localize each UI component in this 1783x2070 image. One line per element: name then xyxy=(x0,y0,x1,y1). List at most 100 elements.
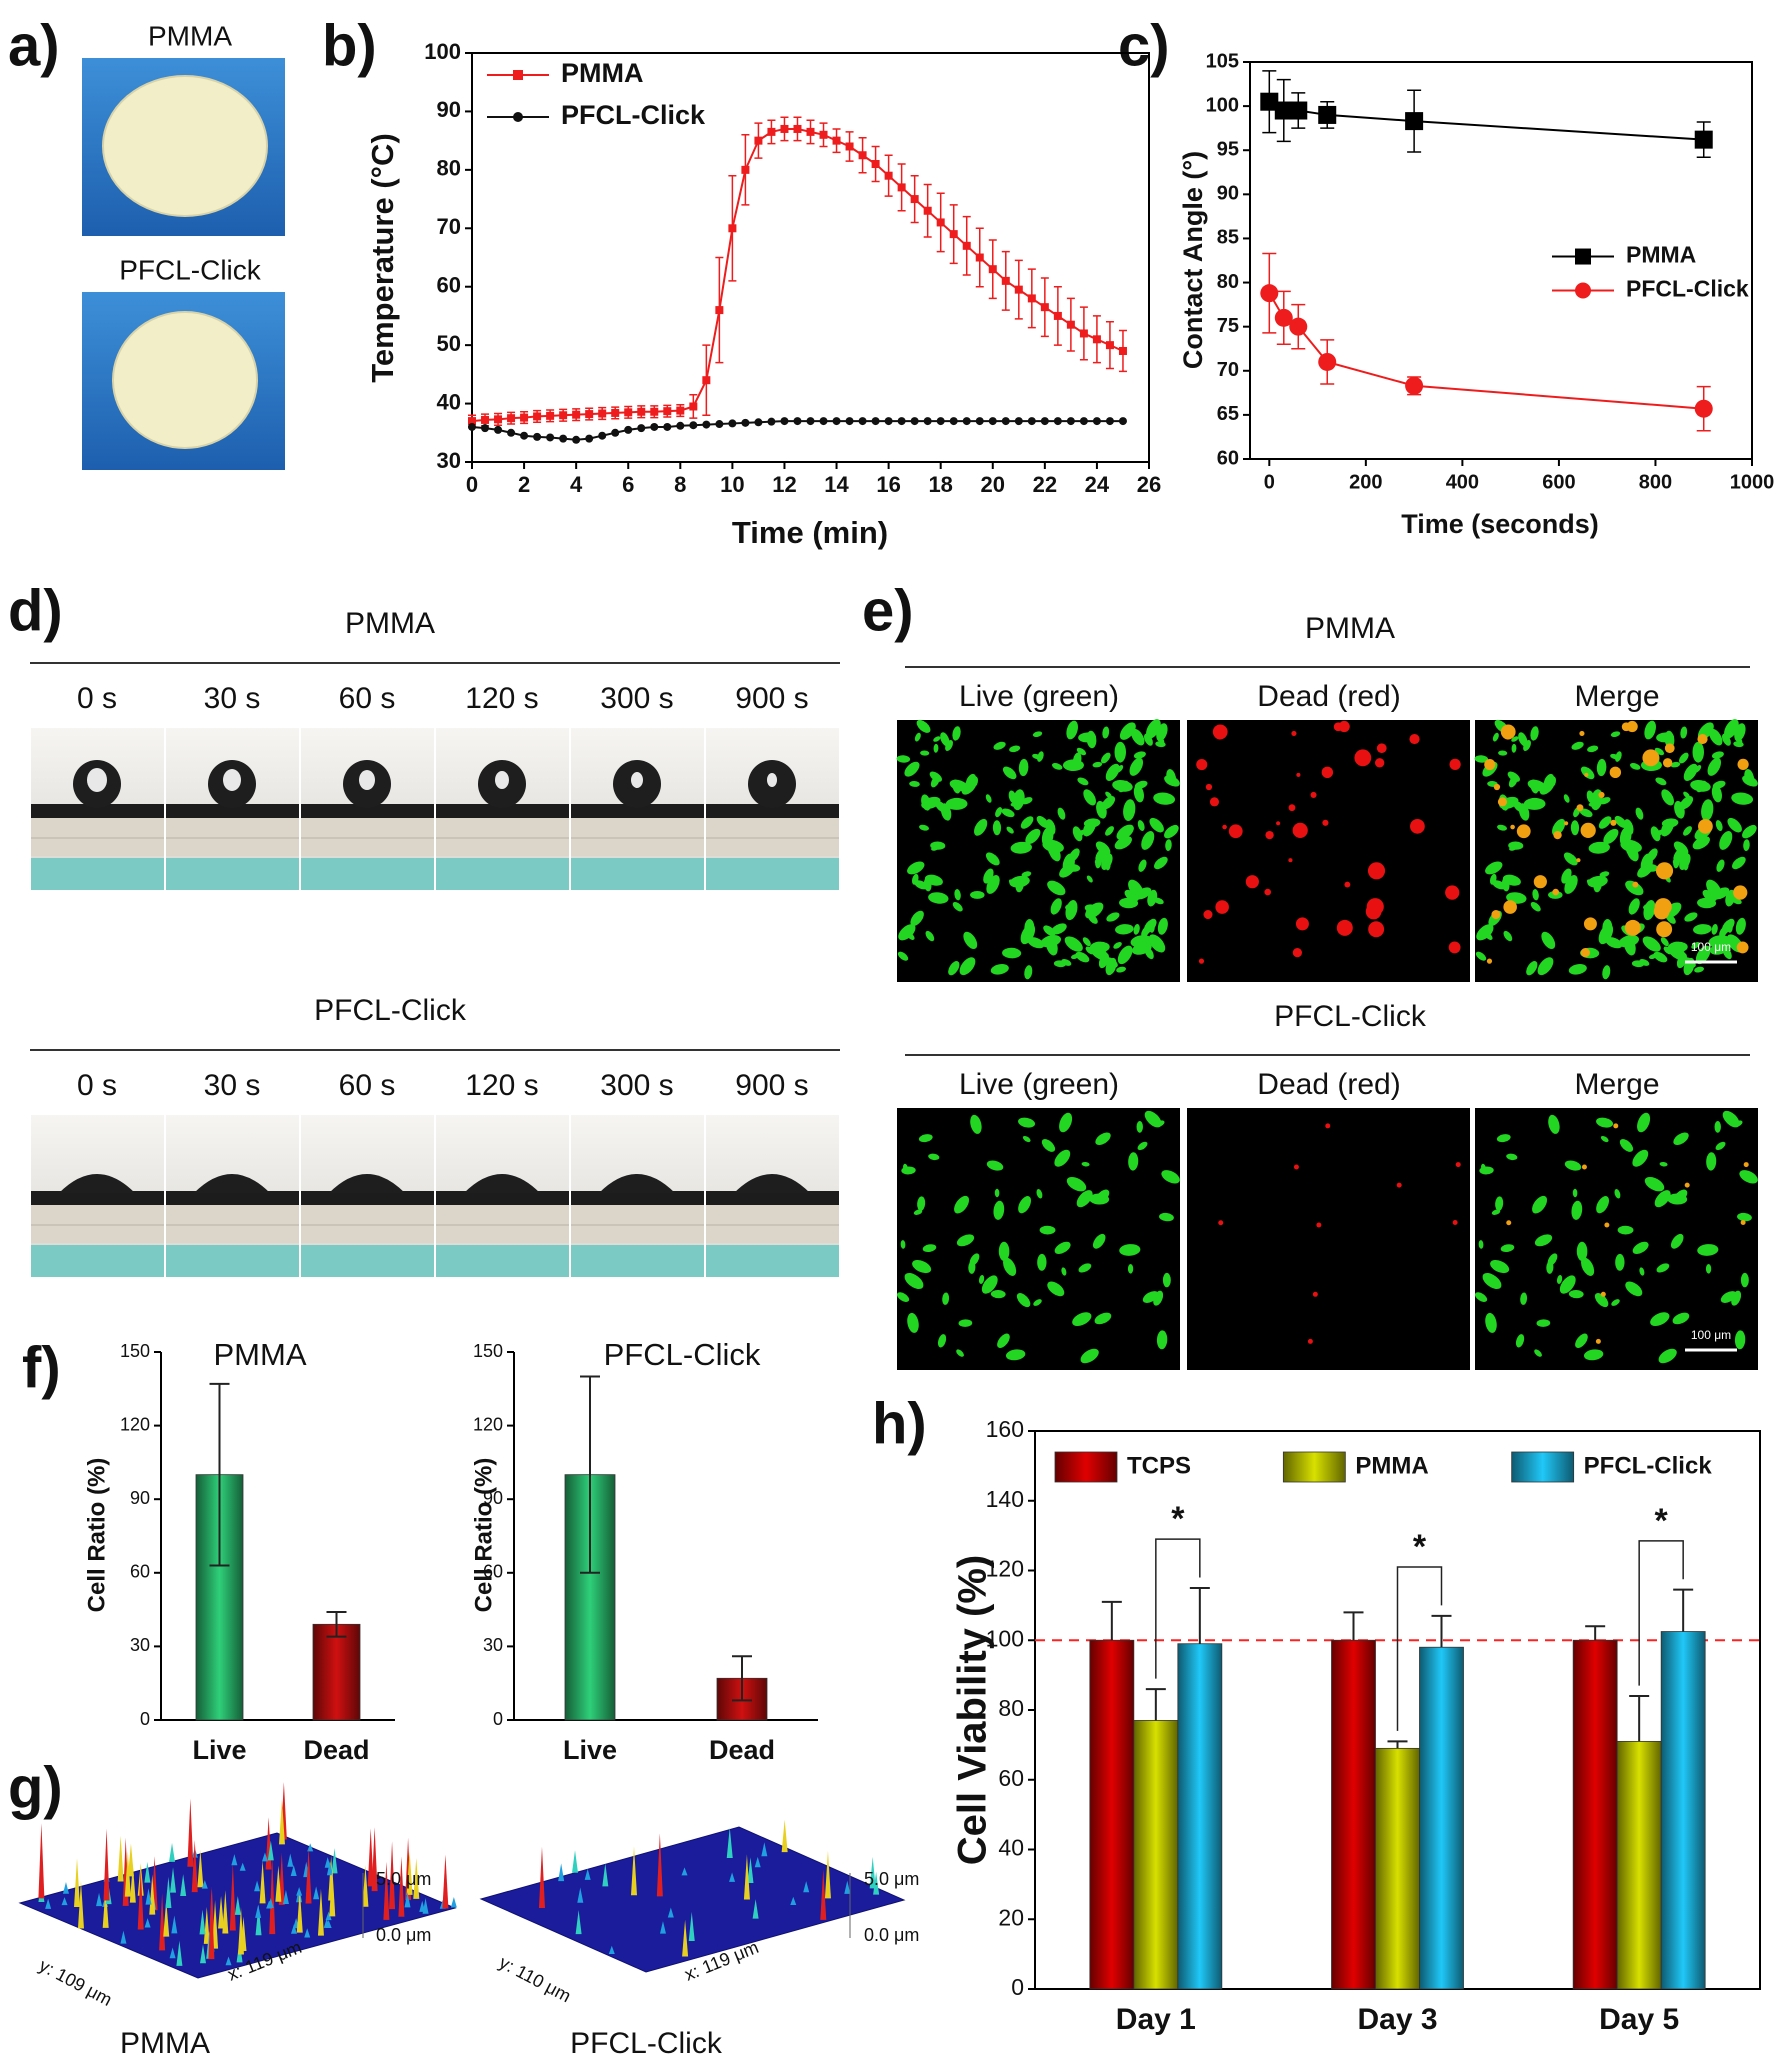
live-cell xyxy=(1670,761,1681,768)
live-cell xyxy=(1018,1117,1036,1128)
dead-cell xyxy=(1736,941,1749,954)
surface-peak xyxy=(450,1896,457,1908)
x-axis-title: Time (min) xyxy=(732,515,888,550)
y-tick-label: 60 xyxy=(1217,447,1239,469)
surface-peak xyxy=(96,1892,103,1907)
base xyxy=(31,1245,164,1277)
y-tick-label: 160 xyxy=(986,1416,1024,1442)
surface-peak xyxy=(203,1906,210,1944)
marker xyxy=(858,151,867,160)
live-cell xyxy=(1575,1333,1588,1348)
live-cell xyxy=(1475,1292,1488,1302)
live-cell xyxy=(1131,728,1145,746)
error-bar xyxy=(580,1375,600,1574)
marker xyxy=(858,417,867,426)
y-tick-label: 60 xyxy=(130,1562,150,1582)
marker xyxy=(1289,317,1308,336)
live-cell xyxy=(1141,925,1151,938)
live-cell xyxy=(1541,931,1556,950)
dead-cell xyxy=(1655,862,1674,880)
dead-cell xyxy=(1449,758,1461,770)
live-cell xyxy=(1054,1149,1071,1167)
x-tick-label: 1000 xyxy=(1730,471,1775,493)
surface-peak xyxy=(326,1860,333,1876)
panel-label: d) xyxy=(8,578,63,643)
surface-peak xyxy=(630,1846,637,1896)
dead-cell xyxy=(1338,720,1350,733)
live-cell xyxy=(1705,1264,1712,1274)
live-cell xyxy=(1709,728,1723,746)
surface-peak xyxy=(538,1846,545,1909)
surface-peak xyxy=(442,1854,449,1909)
live-cell xyxy=(1644,720,1656,740)
dead-cell xyxy=(1455,1162,1461,1168)
marker xyxy=(494,415,503,424)
live-cell xyxy=(1051,762,1063,770)
dead-cell xyxy=(1209,797,1220,807)
live-cell xyxy=(1563,852,1578,866)
live-cell xyxy=(1153,792,1176,805)
live-cell xyxy=(978,1274,985,1284)
surface-peak xyxy=(296,1889,303,1933)
x-tick-label: 20 xyxy=(981,472,1005,497)
y-tick-label: 50 xyxy=(437,331,461,356)
live-cell xyxy=(1628,898,1640,915)
live-cell xyxy=(1116,966,1127,973)
live-cell xyxy=(930,775,940,788)
live-cell xyxy=(909,780,920,787)
marker xyxy=(1694,130,1713,149)
live-cell xyxy=(1684,912,1698,922)
bar xyxy=(1375,1747,1420,1990)
live-cell xyxy=(913,1209,923,1215)
marker xyxy=(520,431,529,440)
dead-cell xyxy=(1552,888,1560,896)
base xyxy=(166,1245,299,1277)
live-cell xyxy=(1642,936,1661,952)
chart-title: PFCL-Click xyxy=(604,1337,761,1372)
surface-peak xyxy=(137,1869,144,1930)
legend-marker xyxy=(1575,282,1591,299)
marker xyxy=(624,408,633,417)
marker xyxy=(546,433,555,442)
live-cell xyxy=(1715,1141,1726,1151)
live-cell xyxy=(1713,887,1730,900)
live-cell xyxy=(1552,818,1566,836)
live-cell xyxy=(1596,1117,1614,1128)
live-cell xyxy=(1047,880,1066,896)
live-cell xyxy=(1124,889,1139,903)
y-axis-title: Temperature (°C) xyxy=(365,133,400,383)
live-cell xyxy=(919,824,929,831)
surface-peak xyxy=(218,1895,225,1929)
live-cell xyxy=(924,874,943,886)
live-cell xyxy=(1155,741,1166,748)
marker xyxy=(507,414,516,423)
substrate xyxy=(166,1191,299,1205)
time-label: 60 s xyxy=(339,1069,396,1102)
marker xyxy=(1118,346,1127,355)
live-cell xyxy=(1732,856,1746,870)
dead-cell xyxy=(1245,875,1259,889)
live-cell xyxy=(1006,826,1014,834)
live-cell xyxy=(1135,887,1152,900)
live-cell xyxy=(1676,952,1688,969)
live-cell xyxy=(1088,913,1098,924)
marker xyxy=(988,265,997,274)
live-cell xyxy=(928,892,949,904)
dead-cell xyxy=(1365,903,1382,920)
live-cell xyxy=(1564,1160,1582,1171)
dead-cell xyxy=(1292,822,1308,838)
marker xyxy=(533,412,542,421)
live-cell xyxy=(1548,1114,1560,1134)
live-cell xyxy=(1610,731,1621,737)
live-cell xyxy=(1495,1196,1504,1211)
live-cell xyxy=(1711,923,1718,935)
dead-cell xyxy=(1205,783,1213,791)
marker xyxy=(533,432,542,441)
surface-peak xyxy=(197,1849,204,1888)
dead-cell xyxy=(1580,947,1590,958)
droplet xyxy=(329,1174,405,1193)
live-cell xyxy=(940,803,952,821)
live-cell xyxy=(1539,780,1555,795)
surface-peak xyxy=(255,1904,262,1936)
surface-peak xyxy=(688,1911,695,1941)
